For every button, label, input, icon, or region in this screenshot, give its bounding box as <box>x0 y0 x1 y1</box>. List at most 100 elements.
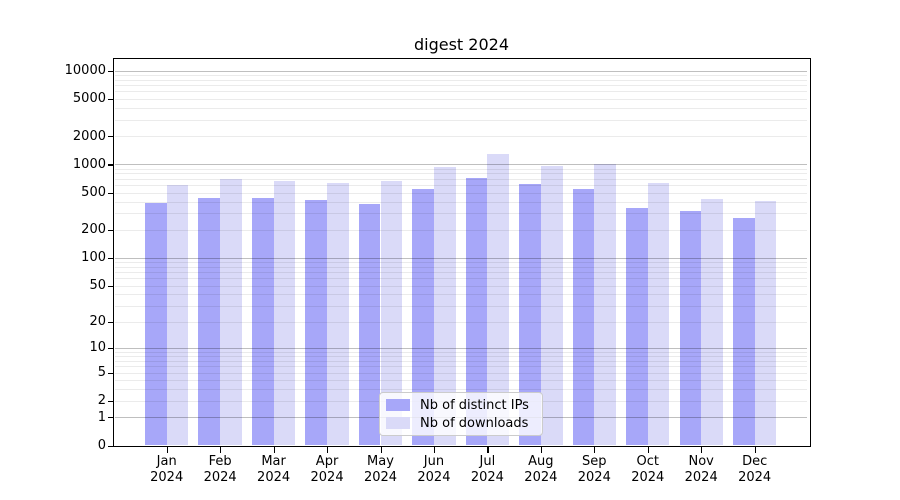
bar-nb-of-downloads-jul-2024 <box>487 153 510 446</box>
y-tick-label: 5 <box>97 365 106 381</box>
x-tick-mark <box>487 446 489 453</box>
y-tick-mark <box>108 372 113 374</box>
gridline-minor <box>115 168 807 170</box>
gridline-minor <box>115 272 807 274</box>
x-tick-label: Nov 2024 <box>684 453 718 485</box>
bar-nb-of-distinct-ips-may-2024 <box>358 203 381 446</box>
legend-label-downloads: Nb of downloads <box>420 415 529 431</box>
gridline-minor <box>115 119 807 121</box>
y-tick-label: 5000 <box>72 91 106 107</box>
x-tick-label: Aug 2024 <box>524 453 558 485</box>
x-tick-label: Sep 2024 <box>577 453 611 485</box>
x-tick-label: Dec 2024 <box>738 453 772 485</box>
bar-nb-of-distinct-ips-jun-2024 <box>412 188 434 446</box>
bar-nb-of-downloads-dec-2024 <box>754 200 777 446</box>
y-tick-label: 2 <box>97 393 106 409</box>
y-tick-label: 200 <box>81 222 106 238</box>
legend: Nb of distinct IPs Nb of downloads <box>379 392 543 436</box>
gridline-minor <box>115 285 807 287</box>
gridline-minor <box>115 356 807 358</box>
y-tick-mark <box>108 136 113 138</box>
y-tick-mark <box>108 98 113 101</box>
y-tick-mark <box>108 347 113 350</box>
gridline-major <box>115 347 807 349</box>
legend-swatch-downloads <box>386 417 410 429</box>
gridline-minor <box>115 229 807 231</box>
y-tick-label: 100 <box>81 250 106 266</box>
x-tick-label: Jan 2024 <box>150 453 184 485</box>
gridline-minor <box>115 389 807 391</box>
y-tick-mark <box>108 445 113 447</box>
gridline-minor <box>115 261 807 263</box>
bar-nb-of-distinct-ips-sep-2024 <box>572 188 595 446</box>
x-tick-mark <box>220 446 222 453</box>
gridline-minor <box>115 360 807 362</box>
legend-item-distinct-ips: Nb of distinct IPs <box>386 398 536 413</box>
gridline-minor <box>115 380 807 381</box>
bar-nb-of-downloads-apr-2024 <box>327 182 349 446</box>
gridline-minor <box>115 266 807 268</box>
bar-nb-of-downloads-mar-2024 <box>273 180 296 446</box>
bar-nb-of-distinct-ips-jul-2024 <box>465 177 488 446</box>
gridline-major <box>115 164 807 166</box>
x-tick-mark <box>594 446 596 453</box>
gridline-minor <box>115 278 807 280</box>
legend-label-distinct-ips: Nb of distinct IPs <box>420 397 529 413</box>
gridline-minor <box>115 85 807 87</box>
bar-nb-of-distinct-ips-oct-2024 <box>626 208 648 446</box>
y-tick-mark <box>108 229 113 231</box>
gridline-minor <box>115 79 807 81</box>
x-tick-label: Jun 2024 <box>417 453 451 485</box>
bar-nb-of-downloads-oct-2024 <box>647 182 670 446</box>
gridline-minor <box>115 91 807 93</box>
gridline-minor <box>115 213 807 215</box>
y-tick-label: 1 <box>97 409 106 425</box>
gridline-minor <box>115 98 807 100</box>
bar-nb-of-distinct-ips-apr-2024 <box>305 199 328 446</box>
x-tick-label: Feb 2024 <box>203 453 237 485</box>
x-tick-mark <box>754 446 756 453</box>
y-tick-label: 0 <box>97 438 106 453</box>
bar-nb-of-distinct-ips-dec-2024 <box>732 218 755 446</box>
x-tick-mark <box>166 446 168 453</box>
legend-item-downloads: Nb of downloads <box>386 416 536 431</box>
gridline-minor <box>115 351 807 353</box>
bar-nb-of-downloads-may-2024 <box>380 181 403 446</box>
y-tick-mark <box>108 257 113 259</box>
y-tick-mark <box>108 321 113 323</box>
y-tick-label: 20 <box>89 314 106 330</box>
y-tick-mark <box>108 70 113 72</box>
gridline-minor <box>115 201 807 203</box>
legend-swatch-distinct-ips <box>386 399 410 411</box>
y-tick-mark <box>108 417 113 419</box>
bar-nb-of-distinct-ips-nov-2024 <box>679 211 702 446</box>
bar-nb-of-downloads-sep-2024 <box>594 164 616 446</box>
x-tick-mark <box>540 446 543 453</box>
x-tick-mark <box>273 446 275 453</box>
y-tick-label: 500 <box>81 185 106 201</box>
gridline-minor <box>115 74 807 76</box>
bar-nb-of-downloads-jan-2024 <box>166 184 189 446</box>
y-tick-label: 1000 <box>72 156 106 172</box>
bar-nb-of-distinct-ips-jan-2024 <box>145 203 167 446</box>
x-tick-mark <box>647 446 649 453</box>
x-tick-mark <box>701 446 703 453</box>
chart-title: digest 2024 <box>413 35 509 54</box>
x-tick-label: Apr 2024 <box>310 453 344 485</box>
gridline-minor <box>115 372 807 374</box>
gridline-minor <box>115 185 807 187</box>
gridline-minor <box>115 305 807 307</box>
y-tick-label: 50 <box>89 278 106 293</box>
gridline-major <box>115 257 807 259</box>
gridline-minor <box>115 136 807 138</box>
gridline-minor <box>115 294 807 296</box>
x-tick-mark <box>327 446 329 453</box>
gridline-major <box>115 70 807 72</box>
gridline-minor <box>115 173 807 175</box>
x-tick-label: Mar 2024 <box>257 453 291 485</box>
y-tick-mark <box>108 400 113 402</box>
y-tick-label: 2000 <box>72 128 106 144</box>
gridline-minor <box>115 192 807 194</box>
y-tick-label: 10000 <box>64 63 106 79</box>
